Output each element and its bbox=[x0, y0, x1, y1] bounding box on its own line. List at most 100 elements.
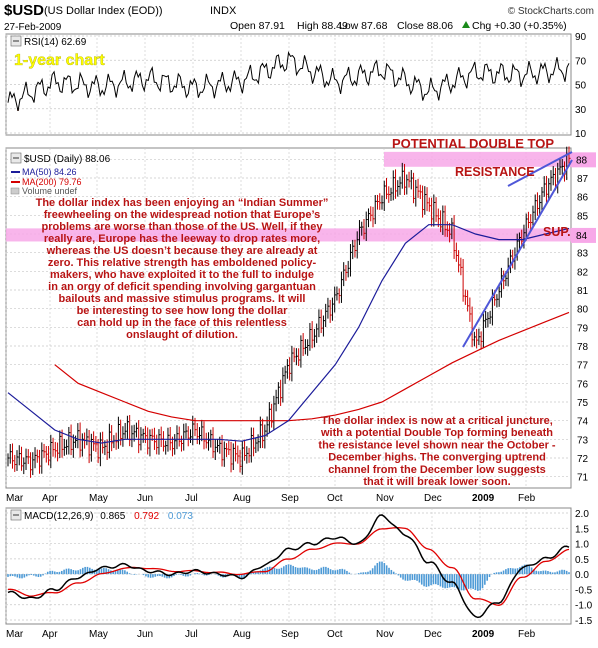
month-tick-label: Nov bbox=[376, 629, 394, 640]
commentary-left-line: freewheeling on the widespread notion th… bbox=[44, 209, 320, 221]
rsi-tick-label: 50 bbox=[575, 81, 587, 92]
month-tick-label: Mar bbox=[6, 493, 24, 504]
macd-signal-value: 0.792 bbox=[134, 511, 159, 522]
support-label: SUP. bbox=[543, 225, 571, 239]
macd-legend: MACD(12,26,9) 0.865 0.792 0.073 bbox=[24, 511, 193, 522]
month-tick-label: Sep bbox=[281, 493, 299, 504]
macd-tick-label: -1.0 bbox=[575, 601, 593, 612]
price-y-axis: 71 72 73 74 75 76 77 78 79 80 81 82 83 84 85 86 87 88 bbox=[577, 155, 589, 483]
price-tick-label: 78 bbox=[577, 342, 589, 353]
commentary-right-line: with a potential Double Top forming bene… bbox=[320, 427, 553, 439]
commentary-right: The dollar index is now at a critical ju… bbox=[318, 415, 556, 488]
commentary-right-line: channel from the December low suggests bbox=[328, 464, 546, 476]
month-tick-label: Oct bbox=[327, 493, 343, 504]
header-name: (US Dollar Index (EOD)) bbox=[44, 5, 163, 17]
support-tag-text: 84 bbox=[576, 231, 588, 242]
rsi-tick-label: 70 bbox=[575, 56, 587, 67]
month-tick-label: Oct bbox=[327, 629, 343, 640]
macd-signal-line bbox=[7, 527, 570, 606]
resistance-tag-text: 88 bbox=[576, 155, 588, 166]
price-tick-label: 87 bbox=[577, 174, 589, 185]
commentary-left-line: can hold up in the face of this relentle… bbox=[77, 317, 287, 329]
price-tick-label: 83 bbox=[577, 249, 589, 260]
month-tick-label: Nov bbox=[376, 493, 394, 504]
channel-upper-trendline bbox=[507, 151, 573, 187]
month-tick-label: Mar bbox=[6, 629, 24, 640]
rsi-tick-label: 10 bbox=[575, 129, 587, 140]
commentary-left-line: zero. This relative strength has embolde… bbox=[48, 257, 317, 269]
price-legend-title: $USD (Daily) 88.06 bbox=[24, 154, 111, 165]
month-tick-label: Jun bbox=[137, 629, 153, 640]
commentary-left-line: be interesting to see how long the dolla… bbox=[77, 305, 289, 317]
price-tick-label: 86 bbox=[577, 193, 589, 204]
macd-x-axis: Mar Apr May Jun Jul Aug Sep Oct Nov Dec 2009 Feb bbox=[6, 629, 536, 640]
rsi-tick-label: 90 bbox=[575, 32, 587, 43]
commentary-left-line: makers, who have exploited it to the ful… bbox=[50, 269, 314, 281]
price-panel: 717273747576777879808182838485868788 88 … bbox=[5, 136, 596, 489]
header-high: High 88.49 bbox=[297, 20, 348, 32]
macd-histogram bbox=[7, 561, 570, 591]
price-tick-label: 79 bbox=[577, 323, 589, 334]
price-tick-label: 80 bbox=[577, 305, 589, 316]
month-tick-label: 2009 bbox=[472, 629, 495, 640]
price-tick-label: 71 bbox=[577, 473, 589, 484]
resistance-price-tag bbox=[571, 152, 596, 168]
commentary-left-line: onslaught of dilution. bbox=[126, 329, 238, 341]
ma50-legend-label: MA(50) 84.26 bbox=[22, 167, 77, 177]
resistance-label: RESISTANCE bbox=[455, 165, 535, 179]
macd-tick-label: -1.5 bbox=[575, 616, 593, 627]
rsi-label: RSI(14) 62.69 bbox=[24, 37, 87, 48]
price-tick-label: 76 bbox=[577, 379, 589, 390]
month-tick-label: Sep bbox=[281, 629, 299, 640]
up-triangle-icon bbox=[462, 21, 470, 28]
rsi-gridlines bbox=[5, 34, 571, 135]
stockcharts-watermark: © StockCharts.com bbox=[508, 6, 594, 17]
header-date: 27-Feb-2009 bbox=[4, 22, 62, 33]
macd-tick-label: 2.0 bbox=[575, 509, 589, 520]
commentary-left-line: really are, Europe has the leeway to dro… bbox=[44, 233, 320, 245]
price-tick-label: 77 bbox=[577, 361, 589, 372]
header-symbol: $USD bbox=[4, 2, 44, 19]
commentary-left-line: The dollar index has been enjoying an “I… bbox=[36, 197, 329, 209]
price-x-axis: Mar Apr May Jun Jul Aug Sep Oct Nov Dec 2009 Feb bbox=[6, 493, 536, 504]
month-tick-label: Jul bbox=[185, 629, 198, 640]
commentary-left-line: bailouts and massive stimulus programs. … bbox=[59, 293, 306, 305]
support-price-tag bbox=[571, 227, 596, 243]
month-tick-label: Apr bbox=[42, 493, 58, 504]
macd-tick-label: 0.5 bbox=[575, 555, 589, 566]
month-tick-label: Feb bbox=[518, 493, 536, 504]
commentary-left-line: whereas the US doesn’t because they are … bbox=[46, 245, 318, 257]
header-close: Close 88.06 bbox=[397, 20, 453, 32]
commentary-right-line: The dollar index is now at a critical ju… bbox=[321, 415, 553, 427]
one-year-badge: 1-year chart bbox=[14, 52, 105, 69]
price-tick-label: 74 bbox=[577, 417, 589, 428]
rsi-y-axis: 10 30 50 70 90 bbox=[575, 32, 587, 140]
price-tick-label: 75 bbox=[577, 398, 589, 409]
price-panel-frame bbox=[5, 147, 572, 489]
header-open: Open 87.91 bbox=[230, 20, 285, 32]
macd-y-axis: -1.5 -1.0 -0.5 0.0 0.5 1.0 1.5 2.0 bbox=[575, 509, 593, 627]
header-low: Low 87.68 bbox=[339, 20, 388, 32]
macd-label-value: 0.865 bbox=[100, 511, 125, 522]
volume-legend-swatch bbox=[10, 187, 20, 195]
month-tick-label: Dec bbox=[424, 629, 442, 640]
macd-panel: -1.5 -1.0 -0.5 0.0 0.5 1.0 1.5 2.0 MACD(12,26,9… bbox=[5, 507, 593, 627]
price-tick-label: 82 bbox=[577, 267, 589, 278]
macd-tick-label: 1.5 bbox=[575, 524, 589, 535]
rsi-tick-label: 30 bbox=[575, 105, 587, 116]
price-tick-label: 81 bbox=[577, 286, 589, 297]
chart-header: $USD (US Dollar Index (EOD)) INDX © Stoc… bbox=[4, 2, 594, 33]
month-tick-label: Jul bbox=[185, 493, 198, 504]
ma200-legend-label: MA(200) 79.76 bbox=[22, 177, 82, 187]
support-band bbox=[6, 228, 571, 242]
commentary-right-line: December highs. The converging uptrend bbox=[328, 452, 546, 464]
macd-tick-label: 1.0 bbox=[575, 540, 589, 551]
channel-lower-trendline bbox=[462, 159, 573, 348]
price-gridlines bbox=[5, 148, 571, 488]
price-legend: $USD (Daily) 88.06 MA(50) 84.26 MA(200) … bbox=[10, 152, 111, 196]
header-change: Chg +0.30 (+0.35%) bbox=[472, 20, 567, 32]
macd-hist-value: 0.073 bbox=[168, 511, 193, 522]
double-top-annotation: POTENTIAL DOUBLE TOP bbox=[392, 136, 554, 151]
price-tick-label: 72 bbox=[577, 454, 589, 465]
